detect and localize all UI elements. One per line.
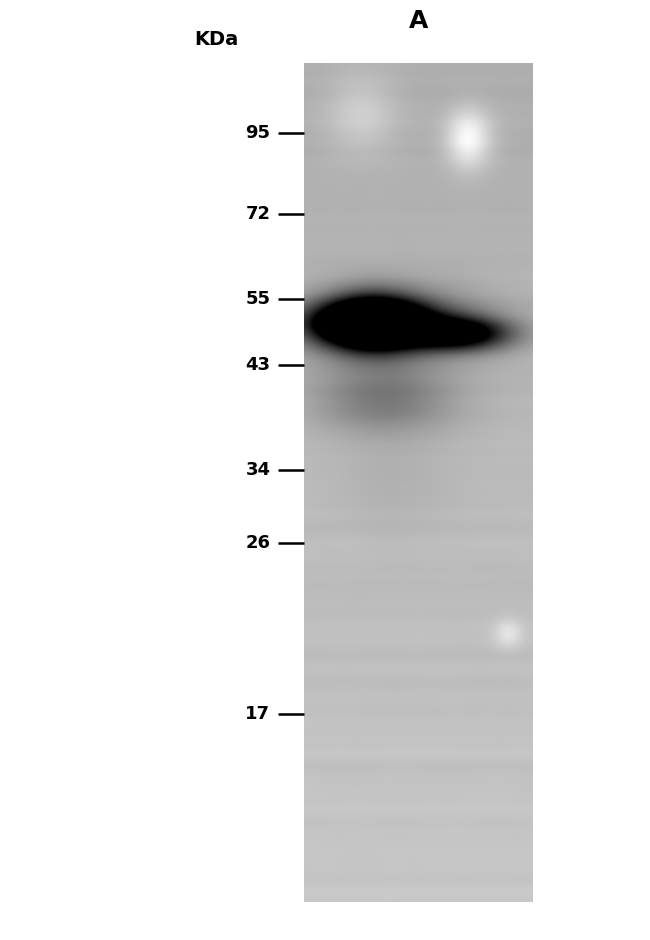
- Text: 26: 26: [246, 534, 270, 553]
- Text: A: A: [409, 9, 428, 34]
- Text: 72: 72: [246, 205, 270, 224]
- Text: 43: 43: [246, 355, 270, 374]
- Text: 17: 17: [246, 705, 270, 724]
- Text: 95: 95: [246, 124, 270, 143]
- Text: 55: 55: [246, 290, 270, 308]
- Text: 34: 34: [246, 461, 270, 479]
- Text: KDa: KDa: [194, 30, 239, 49]
